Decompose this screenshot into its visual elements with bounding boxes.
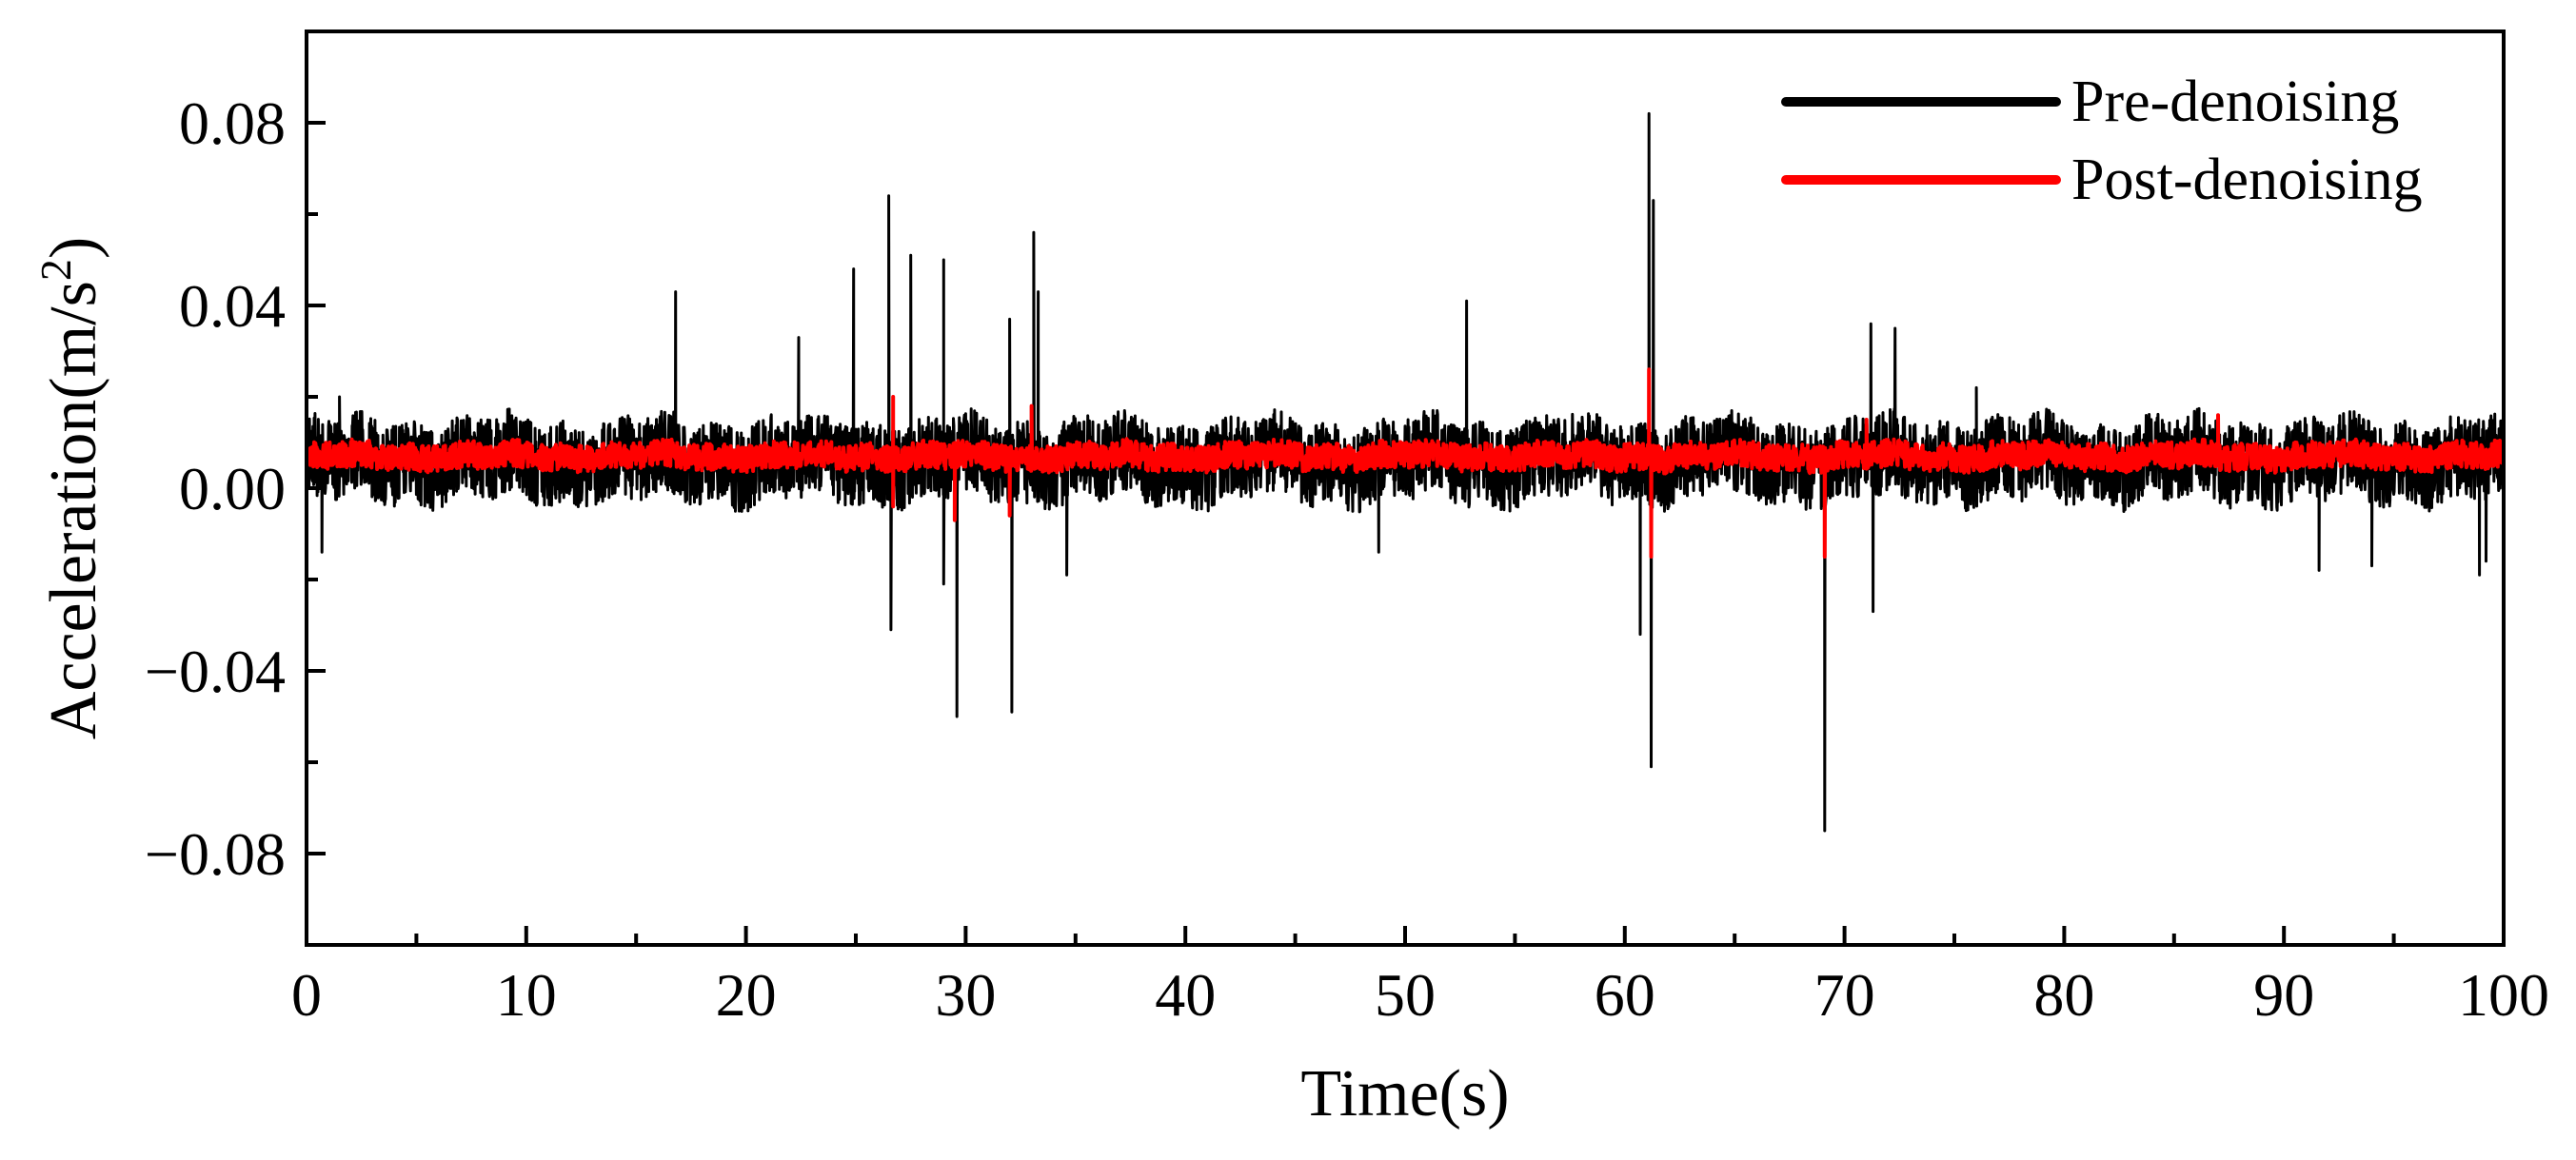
y-tick-label: 0.08 xyxy=(179,89,286,157)
y-axis-title: Acceleration(m/s2) xyxy=(31,237,110,739)
legend: Pre-denoising Post-denoising xyxy=(1781,69,2423,212)
x-tick-label: 70 xyxy=(1814,961,1875,1029)
x-tick-label: 10 xyxy=(496,961,557,1029)
y-axis-title-close: ) xyxy=(37,237,110,259)
legend-label-pre-denoising: Pre-denoising xyxy=(2071,69,2399,134)
axes: 0 10 20 30 40 50 60 70 80 90 100 0.08 0.04 0.00 −0.04 −… xyxy=(145,89,2549,1029)
x-tick-label: 0 xyxy=(291,961,322,1029)
legend-label-post-denoising: Post-denoising xyxy=(2071,147,2423,212)
y-axis-title-main: Acceleration(m/s xyxy=(37,281,110,739)
series-line-post-denoising xyxy=(305,367,2506,559)
y-tick-label: −0.08 xyxy=(145,820,286,888)
x-tick-label: 90 xyxy=(2253,961,2314,1029)
y-tick-label: −0.04 xyxy=(145,638,286,705)
x-tick-label: 100 xyxy=(2458,961,2549,1029)
y-tick-label: 0.04 xyxy=(179,272,286,340)
series-lines xyxy=(305,111,2506,833)
y-tick-label: 0.00 xyxy=(179,455,286,522)
x-tick-label: 20 xyxy=(716,961,777,1029)
x-tick-label: 30 xyxy=(935,961,996,1029)
y-axis-title-superscript: 2 xyxy=(31,259,80,281)
x-axis-title: Time(s) xyxy=(1300,1057,1509,1131)
x-tick-label: 40 xyxy=(1155,961,1216,1029)
x-tick-label: 80 xyxy=(2033,961,2094,1029)
x-tick-label: 60 xyxy=(1595,961,1655,1029)
x-tick-label: 50 xyxy=(1375,961,1436,1029)
series-line-pre-denoising xyxy=(305,111,2506,833)
